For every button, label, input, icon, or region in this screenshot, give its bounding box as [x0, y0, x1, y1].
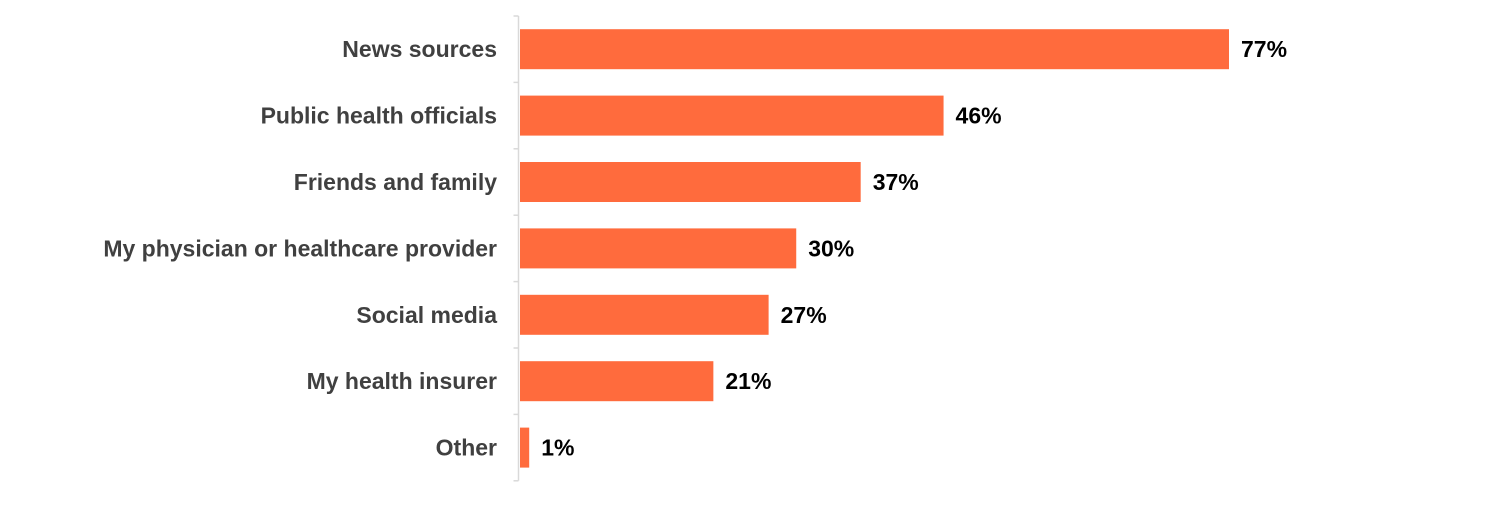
data-label: 77% — [1241, 36, 1287, 62]
category-label: My physician or healthcare provider — [103, 235, 497, 261]
bar — [520, 294, 769, 335]
data-label: 46% — [956, 103, 1002, 129]
category-label: My health insurer — [307, 368, 497, 394]
bar — [520, 361, 714, 402]
labels-layer: News sources 77% Public health officials 46… — [103, 36, 1287, 460]
bars-layer — [520, 29, 1229, 468]
bar — [520, 228, 797, 269]
bar — [520, 162, 861, 202]
data-label: 27% — [781, 302, 827, 328]
bar — [520, 427, 530, 468]
category-label: Other — [436, 435, 497, 461]
data-label: 37% — [873, 169, 919, 195]
axis-layer — [513, 15, 520, 482]
data-label: 1% — [541, 435, 574, 461]
category-label: Friends and family — [294, 169, 497, 195]
bar — [520, 29, 1229, 70]
data-label: 30% — [808, 235, 854, 261]
category-label: News sources — [342, 36, 497, 62]
data-label: 21% — [725, 368, 771, 394]
category-label: Social media — [356, 302, 497, 328]
bar — [520, 95, 944, 136]
category-label: Public health officials — [261, 103, 497, 129]
